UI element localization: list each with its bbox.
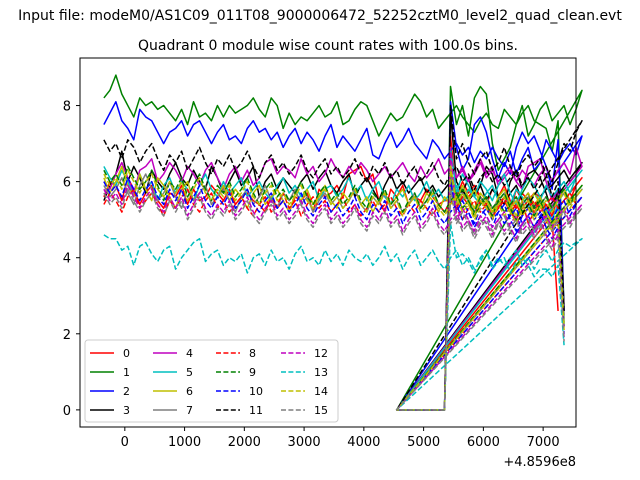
legend-label: 6 [186,385,193,398]
series-line-14 [103,165,583,411]
x-tick-label: 3000 [288,435,321,450]
y-tick-label: 8 [63,100,71,115]
legend-label: 8 [249,347,256,360]
chart-title: Quadrant 0 module wise count rates with … [138,38,518,54]
x-axis-offset-label: +4.8596e8 [503,455,576,470]
series-line-5 [103,146,583,411]
series-line-2 [103,101,583,411]
y-tick-label: 6 [63,176,71,191]
x-axis: 0 1000 2000 3000 4000 5000 6000 7000 [121,427,560,450]
series-line-1 [103,74,583,411]
y-axis: 0 2 4 6 8 [63,100,80,419]
figure-suptitle: Input file: modeM0/AS1C09_011T08_9000006… [18,8,622,24]
legend-label: 11 [249,404,263,417]
plot-lines [103,74,583,411]
y-tick-label: 4 [63,252,71,267]
x-tick-label: 4000 [347,435,380,450]
series-line-10 [103,177,583,411]
x-tick-label: 1000 [168,435,201,450]
plot-frame [79,57,577,428]
legend-box [84,339,339,423]
x-tick-label: 2000 [228,435,261,450]
series-line-11 [103,104,583,411]
legend-label: 13 [314,366,328,379]
legend-label: 1 [123,366,130,379]
series-line-12 [103,146,583,411]
x-tick-label: 5000 [407,435,440,450]
legend-label: 5 [186,366,193,379]
legend-label: 4 [186,347,193,360]
series-line-13 [103,222,583,411]
y-tick-label: 0 [63,404,71,419]
legend-label: 9 [249,366,256,379]
legend-label: 10 [249,385,263,398]
legend-label: 2 [123,385,130,398]
y-tick-label: 2 [63,328,71,343]
legend-label: 14 [314,385,328,398]
x-tick-label: 6000 [467,435,500,450]
legend-label: 0 [123,347,130,360]
legend-label: 15 [314,404,328,417]
legend-label: 3 [123,404,130,417]
legend-label: 7 [186,404,193,417]
legend-label: 12 [314,347,328,360]
series-line-4 [103,146,583,411]
x-tick-label: 0 [121,435,129,450]
series-line-15 [103,188,583,411]
x-tick-label: 7000 [527,435,560,450]
